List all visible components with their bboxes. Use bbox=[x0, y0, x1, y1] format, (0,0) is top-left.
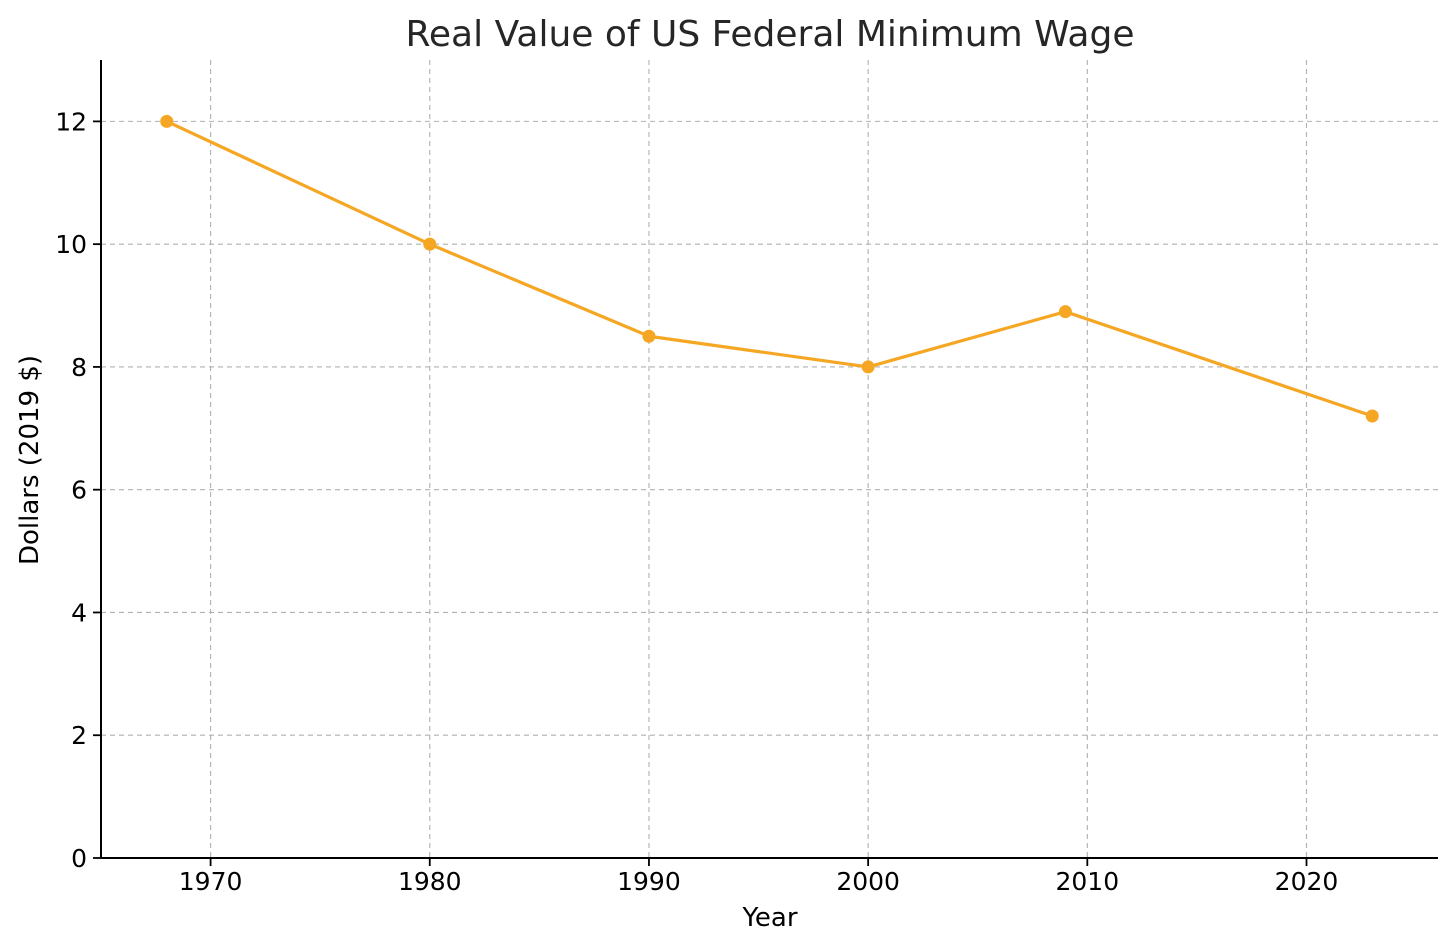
data-point-marker bbox=[423, 237, 437, 251]
axes bbox=[100, 60, 1438, 859]
y-axis-label: Dollars (2019 $) bbox=[15, 355, 45, 565]
y-tick-label: 12 bbox=[55, 107, 87, 136]
x-tick-label: 2020 bbox=[1275, 867, 1339, 896]
x-tick-label: 2010 bbox=[1055, 867, 1119, 896]
data-point-marker bbox=[1058, 305, 1072, 319]
y-tick-label: 4 bbox=[71, 598, 87, 627]
x-axis-ticks: 1970 1980 1990 2000 2010 2020 bbox=[179, 858, 1339, 896]
y-axis-ticks: 0 2 4 6 8 10 12 bbox=[55, 107, 101, 873]
data-point-marker bbox=[642, 329, 656, 343]
x-tick-label: 2000 bbox=[836, 867, 900, 896]
x-axis-label: Year bbox=[741, 903, 797, 933]
y-tick-label: 8 bbox=[71, 353, 87, 382]
y-tick-label: 10 bbox=[55, 230, 87, 259]
y-tick-label: 2 bbox=[71, 721, 87, 750]
series-line bbox=[165, 119, 1374, 418]
y-tick-label: 0 bbox=[71, 844, 87, 873]
data-series bbox=[160, 114, 1379, 423]
x-tick-label: 1970 bbox=[179, 867, 243, 896]
x-tick-label: 1980 bbox=[398, 867, 462, 896]
x-tick-label: 1990 bbox=[617, 867, 681, 896]
grid-lines bbox=[101, 60, 1438, 858]
data-point-marker bbox=[861, 360, 875, 374]
data-point-marker bbox=[160, 114, 174, 128]
data-point-marker bbox=[1365, 409, 1379, 423]
chart-title: Real Value of US Federal Minimum Wage bbox=[406, 14, 1135, 55]
y-tick-label: 6 bbox=[71, 476, 87, 505]
